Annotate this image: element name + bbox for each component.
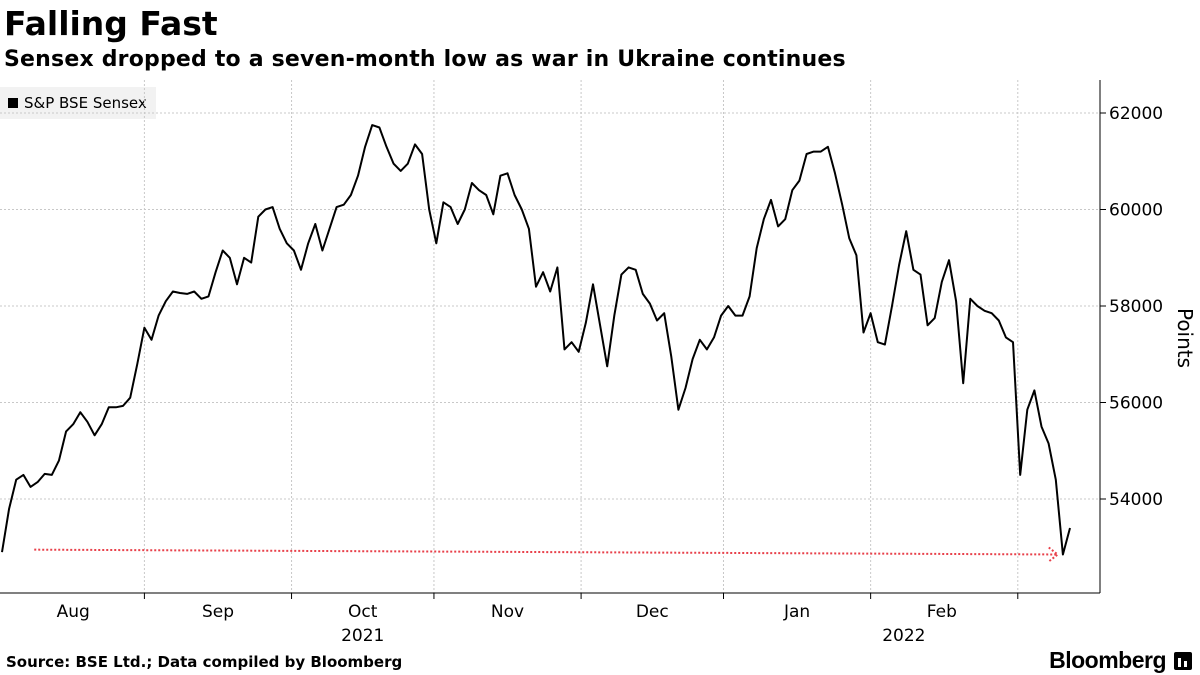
x-tick-label: Aug — [57, 602, 90, 622]
x-tick-label: Dec — [636, 602, 669, 622]
x-tick-label: Feb — [927, 602, 957, 622]
bloomberg-terminal-icon — [1174, 652, 1192, 670]
legend-swatch — [8, 98, 18, 108]
bloomberg-logo: Bloomberg — [1049, 647, 1166, 673]
y-axis-title: Points — [1173, 308, 1197, 368]
source-note: Source: BSE Ltd.; Data compiled by Bloom… — [6, 653, 403, 671]
annotation-arrow-head — [1048, 546, 1060, 563]
annotation-layer — [34, 546, 1060, 563]
y-tick-label: 54000 — [1109, 490, 1163, 510]
legend: S&P BSE Sensex — [0, 87, 156, 119]
x-year-label: 2022 — [882, 626, 925, 646]
axes: 54000 56000 58000 60000 62000 Aug Sep Oct Nov Dec… — [0, 80, 1197, 646]
y-tick-label: 58000 — [1109, 297, 1163, 317]
chart-title: Falling Fast — [4, 4, 218, 43]
annotation-arrow-line — [34, 548, 1058, 556]
y-tick-label: 60000 — [1109, 201, 1163, 221]
series-line-sensex — [1, 124, 1071, 556]
x-tick-label: Nov — [491, 602, 524, 622]
x-tick-label: Jan — [783, 602, 810, 622]
gridlines — [0, 80, 1100, 593]
chart-subtitle: Sensex dropped to a seven-month low as w… — [4, 47, 846, 72]
series-layer — [1, 124, 1071, 556]
legend-label: S&P BSE Sensex — [24, 94, 147, 112]
y-tick-label: 62000 — [1109, 104, 1163, 124]
x-tick-label: Oct — [348, 602, 378, 622]
x-tick-label: Sep — [202, 602, 234, 622]
x-year-label: 2021 — [341, 626, 384, 646]
y-tick-label: 56000 — [1109, 394, 1163, 414]
